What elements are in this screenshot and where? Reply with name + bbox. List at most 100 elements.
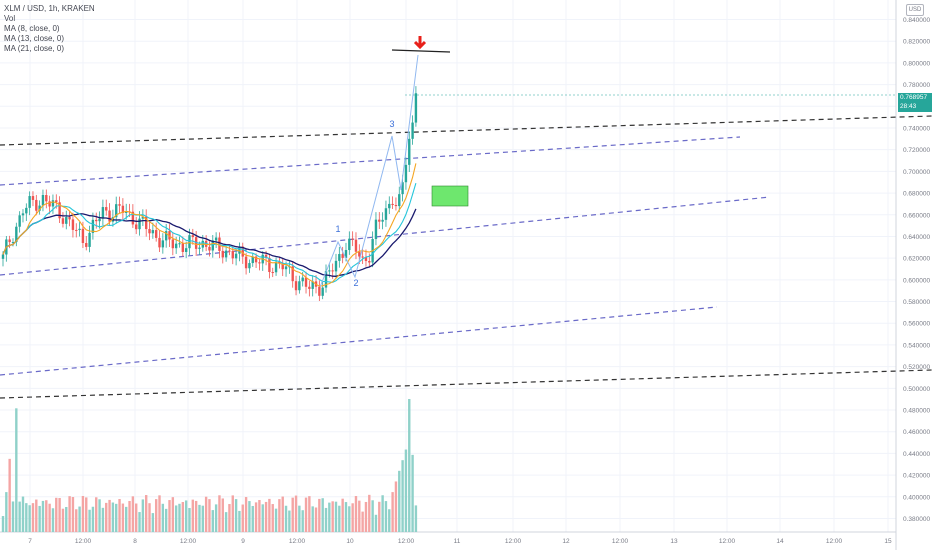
volume-bar [201,505,204,532]
volume-bar [21,496,25,532]
y-tick-label: 0.480000 [903,408,930,415]
candle-body [364,257,368,262]
grid [0,0,896,532]
y-tick-label: 0.560000 [903,321,930,328]
volume-bar [31,503,35,532]
volume-bar [291,497,294,532]
volume-bar [161,503,165,532]
channel-line-top [0,136,741,186]
candle-body [48,201,51,207]
candle-body [411,122,414,139]
candle-body [358,251,361,257]
y-tick-label: 0.400000 [903,494,930,501]
candle-body [398,194,401,207]
y-tick-label: 0.500000 [903,386,930,393]
candle-body [38,205,41,211]
volume-bar [248,501,251,532]
legend-ma21: MA (21, close, 0) [4,44,65,53]
candle-body [338,254,341,261]
candle-body [178,243,181,245]
channel-line-bottom [0,306,718,376]
candle-body [108,210,111,222]
volume-bar [258,500,261,532]
candle-body [164,231,168,241]
volume-bar [135,503,138,532]
candle-body [181,243,185,252]
candle-body [61,218,65,224]
candle-body [208,246,211,251]
volume-bar [131,496,135,532]
x-tick-label: 12:00 [719,538,736,545]
volume-bar [364,501,368,532]
volume-bar [91,506,95,532]
volume-bar [231,495,234,532]
candle-body [278,261,281,264]
volume-bar [8,458,11,532]
volume-bar [111,502,115,532]
volume-bar [25,503,28,532]
volume-bar [284,505,288,532]
volume-bar [238,510,241,532]
volume-bar [154,499,158,532]
currency-badge[interactable]: USD [906,4,924,16]
candle-body [284,266,288,270]
volume-bar [168,500,171,532]
candle-body [171,239,175,249]
x-tick-label: 7 [28,538,32,545]
candle-body [21,213,25,216]
candle-body [361,256,364,258]
candle-body [158,237,161,248]
candle-body [15,226,18,243]
elliott-wave-path [319,54,419,288]
candle-body [98,218,101,222]
y-tick-label: 0.600000 [903,277,930,284]
volume-bar [331,501,334,532]
candle-body [224,250,228,258]
candle-body [324,271,328,288]
chart-legend: XLM / USD, 1h, KRAKEN Vol MA (8, close, … [4,4,95,54]
candle-body [211,240,214,251]
candle-body [78,228,81,231]
y-tick-label: 0.420000 [903,473,930,480]
candle-body [151,230,155,234]
volume-bar [348,506,351,532]
candle-body [81,228,85,244]
y-tick-label: 0.680000 [903,191,930,198]
volume-bars [1,399,418,532]
candle-body [248,263,251,269]
x-tick-label: 12:00 [180,538,197,545]
candle-body [341,254,344,258]
volume-bar [85,497,88,532]
y-tick-label: 0.820000 [903,39,930,46]
volume-bar [15,408,18,532]
volume-bar [198,504,201,532]
down-arrow-icon [413,36,427,50]
volume-bar [314,507,318,532]
candle-body [35,199,38,211]
candle-body [378,219,381,222]
volume-bar [75,509,78,532]
volume-bar [48,503,51,532]
volume-bar [164,508,168,532]
candle-body [68,217,71,220]
volume-bar [324,507,328,532]
candle-body [11,242,15,244]
y-tick-label: 0.380000 [903,516,930,523]
symbol-title[interactable]: XLM / USD, 1h, KRAKEN [4,4,95,13]
candle-body [8,239,11,243]
candle-body [105,207,108,211]
candle-body [354,239,358,252]
candle-body [31,196,35,200]
volume-bar [191,499,195,532]
candle-body [101,207,105,219]
candle-body [1,254,5,259]
y-tick-label: 0.460000 [903,429,930,436]
candle-body [221,250,224,258]
candle-body [384,208,388,220]
volume-bar [208,499,211,532]
volume-bar [371,500,374,532]
candle-body [414,93,418,123]
y-tick-label: 0.520000 [903,364,930,371]
trend-lines [0,115,932,399]
